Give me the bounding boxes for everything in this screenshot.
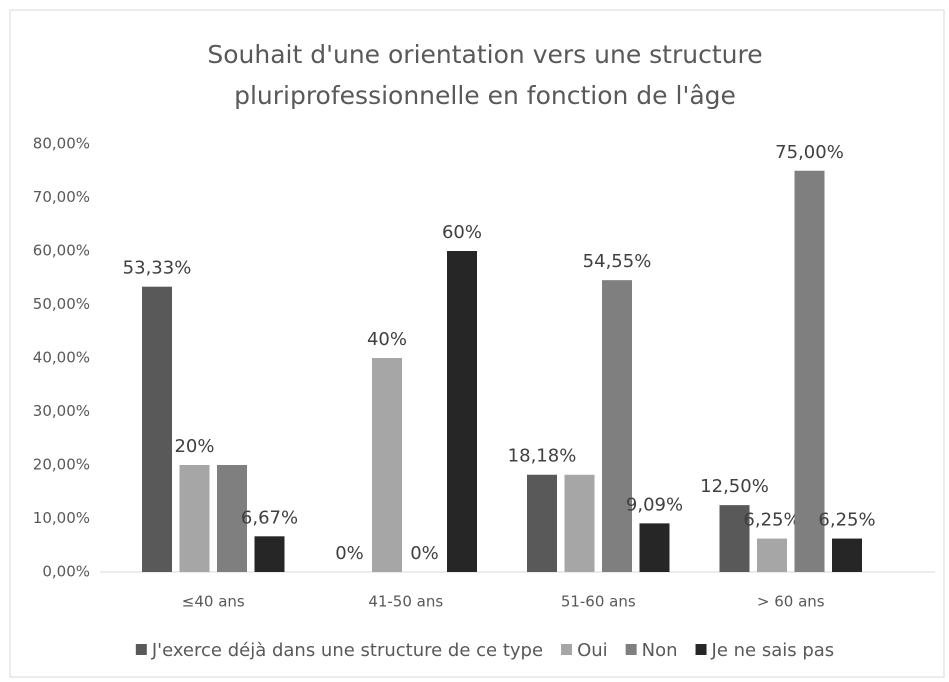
chart-title: Souhait d'une orientation vers une struc… (207, 40, 762, 69)
y-tick-label: 80,00% (33, 135, 90, 153)
y-tick-label: 10,00% (33, 509, 90, 527)
y-tick-label: 40,00% (33, 349, 90, 367)
legend-swatch (561, 644, 573, 655)
y-tick-label: 50,00% (33, 295, 90, 313)
value-label: 20% (174, 436, 214, 457)
value-label: 6,67% (241, 507, 298, 528)
y-tick-label: 30,00% (33, 402, 90, 420)
legend-label: Oui (577, 640, 608, 661)
value-label: 6,25% (818, 510, 875, 531)
bar (254, 536, 285, 572)
bar (527, 474, 557, 572)
bar (179, 465, 210, 572)
value-label: 0% (410, 543, 439, 564)
legend-label: Non (642, 640, 678, 661)
legend-swatch (625, 644, 637, 655)
x-tick-label: ≤40 ans (182, 593, 245, 611)
bar (639, 523, 670, 572)
bar (757, 538, 787, 572)
y-tick-label: 20,00% (33, 456, 90, 474)
bar (372, 358, 402, 572)
value-label: 40% (367, 329, 407, 350)
value-label: 6,25% (743, 510, 800, 531)
bar (794, 170, 825, 572)
value-label: 0% (335, 543, 364, 564)
chart-title: pluriprofessionnelle en fonction de l'âg… (234, 81, 736, 110)
legend-label: Je ne sais pas (711, 640, 835, 661)
bar (602, 280, 632, 572)
value-label: 75,00% (775, 142, 844, 163)
y-tick-label: 70,00% (33, 188, 90, 206)
x-tick-label: 51-60 ans (561, 593, 636, 611)
value-label: 54,55% (583, 251, 652, 272)
value-label: 60% (442, 222, 482, 243)
y-tick-label: 60,00% (33, 242, 90, 260)
bar (447, 251, 477, 572)
bar (832, 538, 862, 572)
value-label: 12,50% (700, 476, 769, 497)
bar (217, 465, 247, 572)
legend-swatch (695, 644, 707, 655)
bar (142, 286, 172, 572)
x-tick-label: 41-50 ans (368, 593, 443, 611)
bar (719, 505, 750, 572)
x-tick-label: > 60 ans (757, 593, 825, 611)
legend-swatch (135, 644, 147, 655)
y-tick-label: 0,00% (42, 563, 90, 581)
legend-label: J'exerce déjà dans une structure de ce t… (151, 640, 543, 661)
bar (564, 474, 595, 572)
value-label: 9,09% (626, 494, 683, 515)
value-label: 53,33% (123, 258, 192, 279)
value-label: 18,18% (508, 446, 577, 467)
